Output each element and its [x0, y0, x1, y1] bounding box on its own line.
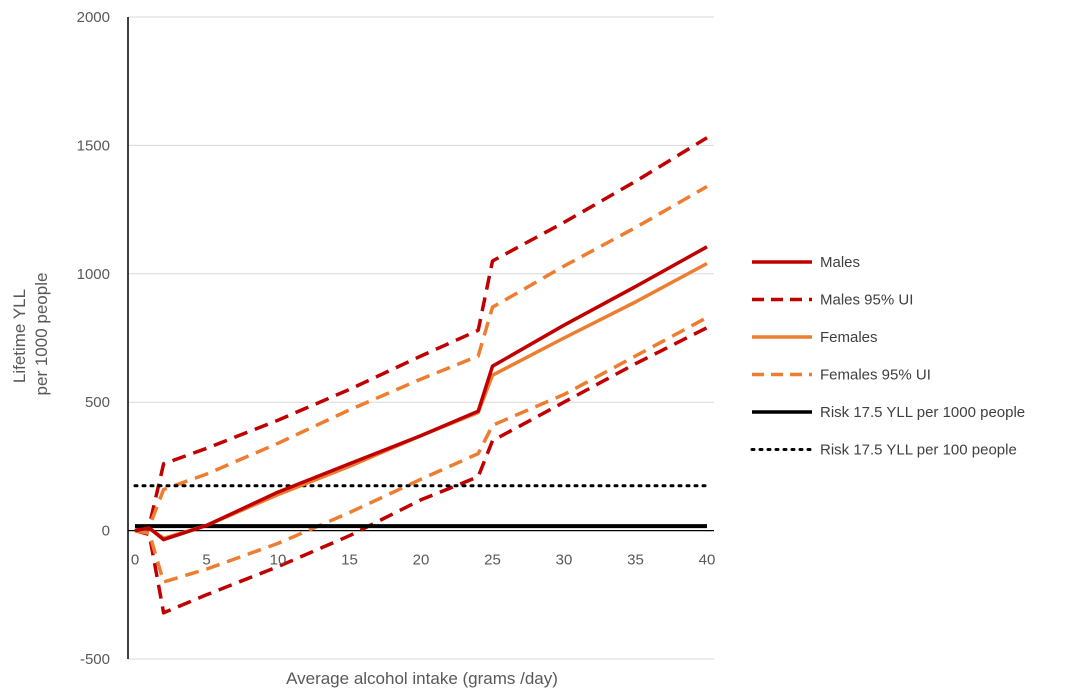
y-tick-label: 1000 — [77, 266, 110, 283]
series-line-females — [134, 261, 708, 541]
legend: Males Males 95% UI Females Females 95% UI Ri… — [750, 254, 1025, 459]
legend-label: Males — [820, 254, 860, 271]
y-tick-label: 2000 — [77, 9, 110, 26]
x-tick-label: 25 — [484, 552, 501, 569]
series-layer — [133, 136, 709, 615]
legend-label: Risk 17.5 YLL per 1000 people — [820, 404, 1025, 421]
x-tick-label: 15 — [341, 552, 358, 569]
legend-label: Males 95% UI — [820, 292, 913, 309]
series-line-females-95-ui — [134, 184, 708, 533]
series-line-males-95-ui — [134, 136, 708, 533]
series-line-males-95-ui — [134, 326, 708, 615]
y-tick-label: 500 — [85, 394, 110, 411]
x-tick-label: 0 — [131, 552, 139, 569]
y-axis-title-line-1: Lifetime YLL — [10, 289, 29, 383]
x-tick-label: 20 — [413, 552, 430, 569]
axes — [127, 17, 714, 659]
gridlines — [128, 16, 714, 660]
x-tick-label: 30 — [556, 552, 573, 569]
series-line-males — [134, 245, 708, 542]
legend-label: Risk 17.5 YLL per 100 people — [820, 442, 1017, 459]
y-tick-label: -500 — [80, 651, 110, 668]
x-tick-label: 40 — [699, 552, 716, 569]
y-tick-labels: -500 0 500 1000 1500 2000 — [77, 9, 110, 668]
x-axis-title: Average alcohol intake (grams /day) — [286, 669, 558, 688]
x-tick-label: 10 — [270, 552, 287, 569]
series-line-females-95-ui — [134, 315, 708, 584]
y-tick-label: 1500 — [77, 137, 110, 154]
x-tick-label: 5 — [202, 552, 210, 569]
y-tick-label: 0 — [102, 523, 110, 540]
x-tick-label: 35 — [627, 552, 644, 569]
y-axis-title-line-2: per 1000 people — [32, 273, 51, 396]
x-tick-labels: 0 5 10 15 20 25 30 35 40 — [131, 552, 716, 569]
legend-label: Females 95% UI — [820, 367, 931, 384]
legend-label: Females — [820, 329, 878, 346]
y-axis-title: Lifetime YLL per 1000 people — [10, 273, 51, 396]
